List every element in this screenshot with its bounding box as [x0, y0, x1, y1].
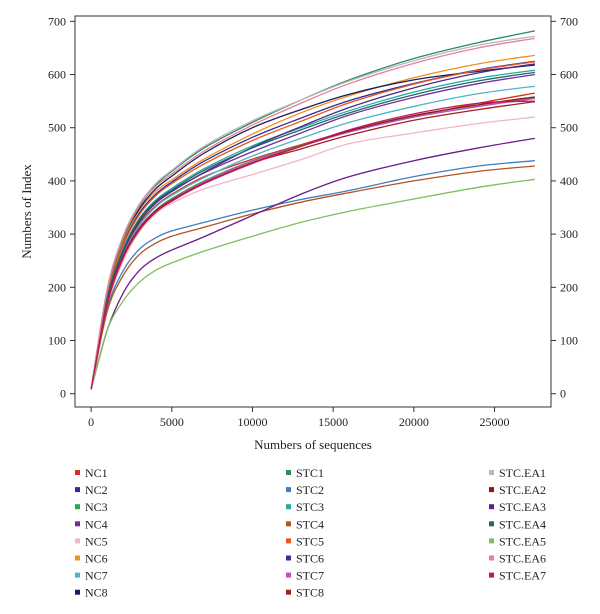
- legend-swatch-nc4: [75, 521, 80, 527]
- series-line-stc8: [90, 101, 535, 390]
- legend-swatch-stc-ea1: [489, 470, 494, 475]
- legend-label-nc8: NC8: [85, 586, 108, 600]
- legend-swatch-nc3: [75, 504, 80, 510]
- y-tick-label-right: 300: [560, 227, 578, 241]
- legend-swatch-stc1: [286, 470, 291, 475]
- series-line-stc4: [90, 165, 535, 390]
- y-tick-label-left: 200: [48, 280, 66, 294]
- legend-label-stc6: STC6: [296, 552, 324, 566]
- legend-swatch-stc-ea5: [489, 538, 494, 544]
- y-tick-label-left: 700: [48, 14, 66, 28]
- legend-swatch-nc1: [75, 470, 80, 475]
- x-tick-label: 15000: [318, 415, 348, 429]
- series-line-stc-ea5: [90, 178, 535, 390]
- y-tick-label-left: 600: [48, 68, 66, 82]
- y-tick-label-left: 300: [48, 227, 66, 241]
- legend-swatch-stc6: [286, 555, 291, 561]
- legend-swatch-stc-ea3: [489, 504, 494, 510]
- legend: NC1 NC2 NC3 NC4 NC5 NC6 NC7 NC8 STC1 STC2 STC3 STC4…: [75, 466, 546, 600]
- legend-swatch-stc2: [286, 487, 291, 493]
- y-tick-label-left: 0: [60, 387, 66, 401]
- series-lines: [90, 30, 535, 390]
- y-tick-label-left: 500: [48, 121, 66, 135]
- series-line-stc5: [90, 61, 535, 390]
- legend-swatch-stc4: [286, 521, 291, 527]
- plot-frame: [74, 15, 552, 408]
- legend-swatch-stc7: [286, 572, 291, 578]
- series-line-stc-ea4: [90, 71, 535, 390]
- legend-label-stc5: STC5: [296, 534, 324, 548]
- legend-label-nc6: NC6: [85, 552, 108, 566]
- legend-label-stc-ea4: STC.EA4: [499, 517, 546, 531]
- y-tick-label-right: 100: [560, 334, 578, 348]
- legend-label-nc2: NC2: [85, 483, 108, 497]
- legend-label-stc-ea7: STC.EA7: [499, 569, 546, 583]
- series-line-nc6: [90, 54, 535, 390]
- legend-label-stc4: STC4: [296, 517, 324, 531]
- legend-label-stc7: STC7: [296, 569, 324, 583]
- series-line-nc1: [90, 92, 535, 390]
- legend-label-stc-ea6: STC.EA6: [499, 552, 546, 566]
- legend-swatch-nc6: [75, 555, 80, 561]
- legend-swatch-nc8: [75, 589, 80, 595]
- legend-swatch-nc5: [75, 538, 80, 544]
- legend-label-stc2: STC2: [296, 483, 324, 497]
- legend-swatch-stc5: [286, 538, 291, 544]
- x-tick-label: 5000: [160, 415, 184, 429]
- x-tick-label: 25000: [480, 415, 510, 429]
- legend-swatch-stc-ea2: [489, 487, 494, 493]
- legend-label-stc1: STC1: [296, 466, 324, 480]
- legend-swatch-stc3: [286, 504, 291, 510]
- legend-swatch-nc7: [75, 572, 80, 578]
- y-tick-label-right: 400: [560, 174, 578, 188]
- legend-label-stc3: STC3: [296, 500, 324, 514]
- series-line-stc2: [90, 160, 535, 390]
- legend-swatch-nc2: [75, 487, 80, 493]
- y-tick-label-right: 700: [560, 14, 578, 28]
- series-line-stc6: [90, 63, 535, 390]
- y-tick-label-right: 600: [560, 68, 578, 82]
- series-line-nc5: [90, 116, 535, 390]
- series-line-stc-ea3: [90, 137, 535, 390]
- series-line-nc7: [90, 85, 535, 390]
- y-tick-label-left: 400: [48, 174, 66, 188]
- legend-label-nc7: NC7: [85, 569, 108, 583]
- series-line-stc-ea6: [90, 37, 535, 390]
- y-axis-title: Numbers of Index: [19, 164, 34, 259]
- legend-label-nc4: NC4: [85, 517, 108, 531]
- axes: 0 5000 10000 15000 20000 25000 0 0 100 100 200 200 3…: [19, 14, 578, 452]
- legend-label-nc5: NC5: [85, 534, 108, 548]
- legend-label-nc3: NC3: [85, 500, 108, 514]
- legend-swatch-stc-ea4: [489, 521, 494, 527]
- y-tick-label-right: 200: [560, 280, 578, 294]
- series-line-stc-ea7: [90, 100, 535, 390]
- series-line-nc2: [90, 60, 535, 390]
- x-axis-title: Numbers of sequences: [254, 437, 372, 452]
- x-tick-label: 10000: [237, 415, 267, 429]
- legend-swatch-stc8: [286, 589, 291, 595]
- x-tick-label: 20000: [399, 415, 429, 429]
- legend-label-stc-ea2: STC.EA2: [499, 483, 546, 497]
- y-tick-label-right: 0: [560, 387, 566, 401]
- y-tick-label-left: 100: [48, 334, 66, 348]
- legend-label-stc-ea5: STC.EA5: [499, 534, 546, 548]
- y-tick-label-right: 500: [560, 121, 578, 135]
- legend-label-nc1: NC1: [85, 466, 108, 480]
- legend-label-stc-ea3: STC.EA3: [499, 500, 546, 514]
- legend-label-stc-ea1: STC.EA1: [499, 466, 546, 480]
- x-tick-label: 0: [88, 415, 94, 429]
- legend-swatch-stc-ea7: [489, 572, 494, 578]
- legend-label-stc8: STC8: [296, 586, 324, 600]
- series-line-stc3: [90, 69, 535, 390]
- legend-swatch-stc-ea6: [489, 555, 494, 561]
